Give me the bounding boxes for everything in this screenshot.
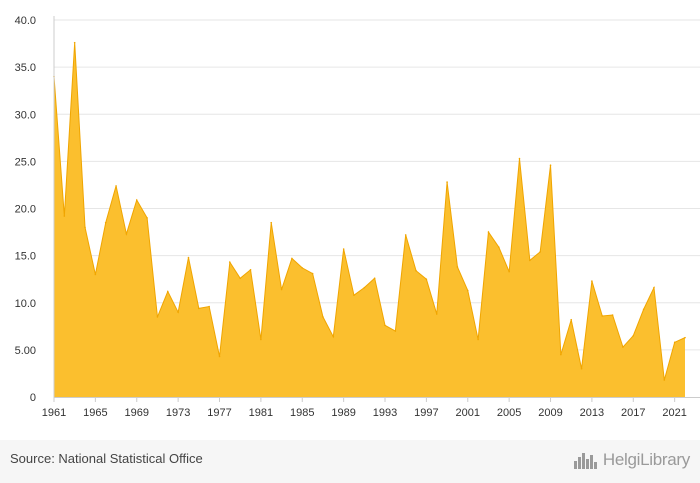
x-tick-label: 1969 bbox=[125, 407, 149, 419]
data-point bbox=[146, 217, 148, 219]
x-tick-label: 1977 bbox=[207, 407, 231, 419]
data-point bbox=[249, 268, 252, 271]
x-tick-label: 1965 bbox=[83, 407, 107, 419]
data-point bbox=[580, 367, 583, 370]
data-point bbox=[518, 157, 521, 160]
data-point bbox=[229, 261, 231, 264]
data-point bbox=[435, 313, 438, 315]
x-tick-label: 1989 bbox=[331, 407, 355, 419]
y-tick-label: 25.0 bbox=[15, 156, 36, 168]
data-point bbox=[73, 41, 76, 44]
x-tick-label: 2001 bbox=[456, 407, 480, 419]
data-point bbox=[404, 234, 407, 236]
data-point bbox=[394, 330, 397, 332]
area-fill bbox=[54, 42, 685, 398]
data-point bbox=[673, 341, 676, 344]
x-tick-label: 1985 bbox=[290, 407, 314, 419]
x-tick-label: 2017 bbox=[621, 407, 645, 419]
x-axis-ticks: 1961 1965 1969 1973 1977 1981 1985 1989 1993 1997… bbox=[42, 407, 687, 419]
data-point bbox=[84, 226, 86, 229]
data-point bbox=[384, 324, 386, 327]
x-tick-label: 2021 bbox=[662, 407, 686, 419]
data-point bbox=[156, 316, 159, 318]
data-point bbox=[549, 164, 552, 166]
data-point bbox=[332, 335, 335, 338]
data-point bbox=[218, 355, 221, 358]
data-point bbox=[187, 256, 190, 259]
data-point bbox=[570, 318, 573, 321]
y-tick-label: 20.0 bbox=[15, 204, 36, 216]
grid-lines bbox=[54, 19, 700, 351]
data-point bbox=[373, 277, 376, 280]
data-point bbox=[632, 334, 635, 337]
axes bbox=[53, 16, 700, 402]
data-point bbox=[342, 248, 345, 250]
data-point bbox=[353, 294, 355, 297]
x-tick-label: 2013 bbox=[580, 407, 604, 419]
data-point bbox=[115, 185, 117, 187]
y-tick-label: 30.0 bbox=[15, 109, 36, 121]
data-point bbox=[446, 181, 448, 183]
data-point bbox=[653, 286, 655, 289]
data-point bbox=[684, 336, 686, 339]
y-tick-label: 35.0 bbox=[15, 62, 36, 74]
logo-text: HelgiLibrary bbox=[602, 450, 690, 469]
x-tick-label: 1973 bbox=[166, 407, 190, 419]
data-point bbox=[280, 288, 283, 291]
data-point bbox=[135, 199, 138, 201]
data-point bbox=[663, 379, 666, 381]
data-point bbox=[560, 353, 562, 356]
data-point bbox=[198, 307, 200, 310]
data-point bbox=[466, 289, 469, 292]
y-tick-label: 15.0 bbox=[15, 251, 36, 263]
data-point bbox=[270, 221, 273, 224]
y-tick-label: 5.00 bbox=[15, 345, 36, 357]
data-point bbox=[239, 277, 241, 280]
data-point bbox=[642, 308, 645, 311]
data-point bbox=[291, 257, 293, 260]
data-point bbox=[104, 221, 107, 224]
x-tick-label: 1981 bbox=[249, 407, 273, 419]
data-point bbox=[601, 315, 604, 317]
data-point bbox=[363, 286, 366, 289]
data-point bbox=[487, 231, 490, 233]
data-point bbox=[456, 266, 459, 268]
x-tick-label: 1997 bbox=[414, 407, 438, 419]
data-point bbox=[63, 215, 66, 217]
data-point bbox=[498, 246, 500, 248]
source-note: Source: National Statistical Office bbox=[10, 451, 203, 466]
skyline-logo-icon bbox=[573, 453, 597, 469]
data-point bbox=[166, 290, 169, 293]
data-point bbox=[591, 280, 593, 282]
data-point bbox=[425, 278, 428, 280]
area-series bbox=[53, 41, 686, 398]
x-tick-label: 1961 bbox=[42, 407, 66, 419]
x-tick-label: 2009 bbox=[538, 407, 562, 419]
data-point bbox=[415, 269, 417, 272]
data-point bbox=[125, 233, 128, 235]
data-point bbox=[94, 273, 97, 276]
area-line bbox=[53, 42, 686, 381]
data-point bbox=[322, 316, 324, 318]
data-point bbox=[311, 272, 314, 275]
data-point bbox=[301, 267, 304, 269]
data-point bbox=[177, 311, 179, 313]
y-tick-label: 10.0 bbox=[15, 298, 36, 310]
helgi-library-logo[interactable]: HelgiLibrary bbox=[573, 447, 690, 473]
data-point bbox=[508, 270, 510, 273]
data-point bbox=[622, 346, 624, 348]
x-tick-label: 1993 bbox=[373, 407, 397, 419]
data-point bbox=[208, 305, 210, 308]
data-point bbox=[539, 251, 541, 253]
data-point bbox=[611, 314, 614, 316]
data-point bbox=[529, 259, 531, 262]
data-point bbox=[477, 338, 479, 341]
data-point bbox=[260, 338, 262, 341]
y-tick-label: 40.0 bbox=[15, 15, 36, 27]
y-axis-ticks: 0 5.00 10.0 15.0 20.0 25.0 30.0 35.0 40.0 bbox=[15, 15, 36, 404]
y-tick-label: 0 bbox=[30, 392, 36, 404]
x-tick-label: 2005 bbox=[497, 407, 521, 419]
